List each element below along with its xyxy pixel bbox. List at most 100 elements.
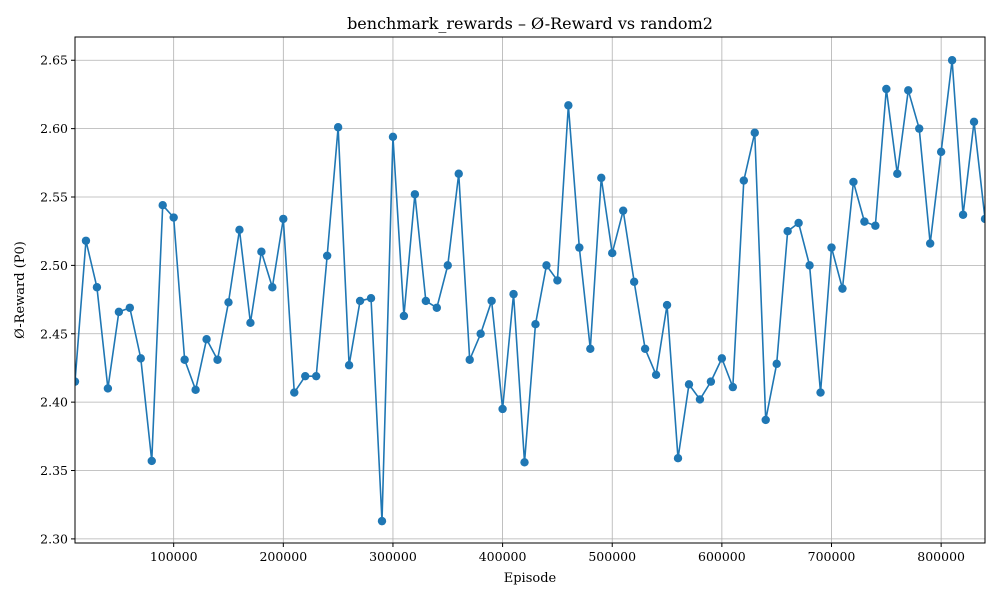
data-point — [224, 298, 233, 307]
data-point — [586, 344, 595, 354]
data-point — [377, 516, 387, 526]
y-axis: 2.30 2.35 2.40 2.45 2.50 2.55 2.60 2.65 — [40, 53, 75, 546]
data-point — [936, 147, 946, 157]
x-tick-label: 700000 — [808, 549, 856, 564]
data-point — [202, 335, 211, 344]
data-point — [651, 370, 661, 379]
x-tick-label: 200000 — [259, 549, 307, 564]
data-point — [235, 225, 244, 235]
data-point — [114, 307, 124, 317]
data-point — [904, 86, 913, 95]
data-point — [860, 217, 869, 226]
data-point — [969, 117, 979, 126]
y-tick-label: 2.65 — [40, 53, 68, 68]
data-point — [312, 371, 321, 381]
data-point — [509, 289, 518, 299]
data-point — [629, 277, 639, 286]
data-point — [750, 128, 759, 137]
x-axis-label: Episode — [504, 571, 557, 586]
data-point — [158, 201, 167, 210]
data-point — [454, 169, 463, 178]
y-tick-label: 2.30 — [40, 531, 68, 546]
data-point — [421, 296, 431, 306]
data-point — [739, 176, 748, 185]
data-point — [355, 296, 365, 306]
data-point — [191, 385, 200, 395]
data-point — [125, 303, 135, 312]
data-point — [498, 404, 507, 414]
data-point — [246, 318, 255, 328]
data-point — [958, 210, 968, 219]
data-point — [915, 124, 924, 133]
data-point — [399, 311, 409, 321]
y-tick-label: 2.35 — [40, 463, 68, 478]
data-point — [684, 380, 694, 389]
data-point — [487, 296, 496, 306]
data-point — [75, 377, 80, 386]
series-layer — [75, 56, 985, 526]
data-point — [882, 84, 891, 94]
data-point — [947, 56, 957, 65]
data-point — [849, 177, 858, 187]
data-point — [257, 247, 266, 256]
data-point — [728, 382, 738, 392]
data-point — [893, 169, 902, 178]
data-point — [695, 395, 705, 404]
series-line — [75, 59, 985, 522]
data-point — [410, 190, 420, 199]
data-point — [980, 214, 985, 224]
x-axis: 100000 200000 300000 400000 500000 600000 7000… — [150, 543, 965, 564]
data-point — [597, 173, 606, 183]
data-point — [838, 284, 847, 293]
data-point — [608, 248, 617, 258]
data-point — [564, 101, 573, 110]
data-point — [553, 276, 562, 285]
data-point — [816, 388, 825, 397]
data-point — [290, 388, 299, 397]
data-point — [432, 303, 442, 312]
data-point — [827, 243, 836, 252]
data-point — [706, 377, 716, 386]
data-point — [520, 458, 529, 467]
data-point — [925, 239, 935, 248]
data-point — [103, 384, 113, 393]
data-point — [871, 221, 880, 230]
data-point — [344, 361, 354, 370]
chart-title: benchmark_rewards – Ø-Reward vs random2 — [347, 14, 713, 33]
data-point — [575, 243, 584, 252]
data-point — [794, 218, 803, 228]
data-point — [465, 355, 474, 364]
data-point — [640, 344, 650, 354]
data-point — [92, 283, 102, 292]
x-tick-label: 400000 — [479, 549, 527, 564]
data-point — [531, 319, 540, 329]
data-point — [301, 371, 310, 381]
data-point — [542, 261, 551, 270]
series-group — [75, 56, 985, 526]
y-tick-label: 2.40 — [40, 395, 68, 410]
data-point — [147, 456, 156, 466]
y-axis-label: Ø-Reward (P0) — [13, 241, 28, 339]
y-tick-label: 2.45 — [40, 326, 68, 341]
data-point — [772, 359, 781, 369]
data-point — [388, 132, 398, 142]
x-tick-label: 300000 — [369, 549, 417, 564]
y-tick-label: 2.55 — [40, 190, 68, 205]
data-point — [761, 415, 770, 425]
data-point — [136, 354, 145, 363]
data-point — [268, 283, 277, 292]
data-point — [805, 261, 814, 270]
x-tick-label: 800000 — [917, 549, 965, 564]
plot-frame — [74, 36, 986, 544]
data-point — [443, 261, 452, 270]
grid-lines — [75, 37, 985, 543]
x-tick-label: 100000 — [150, 549, 198, 564]
data-point — [333, 123, 343, 132]
data-point — [81, 236, 91, 245]
data-point — [279, 214, 288, 224]
data-point — [366, 294, 376, 303]
data-point — [476, 329, 485, 338]
data-point — [322, 251, 332, 261]
data-point — [783, 226, 792, 236]
